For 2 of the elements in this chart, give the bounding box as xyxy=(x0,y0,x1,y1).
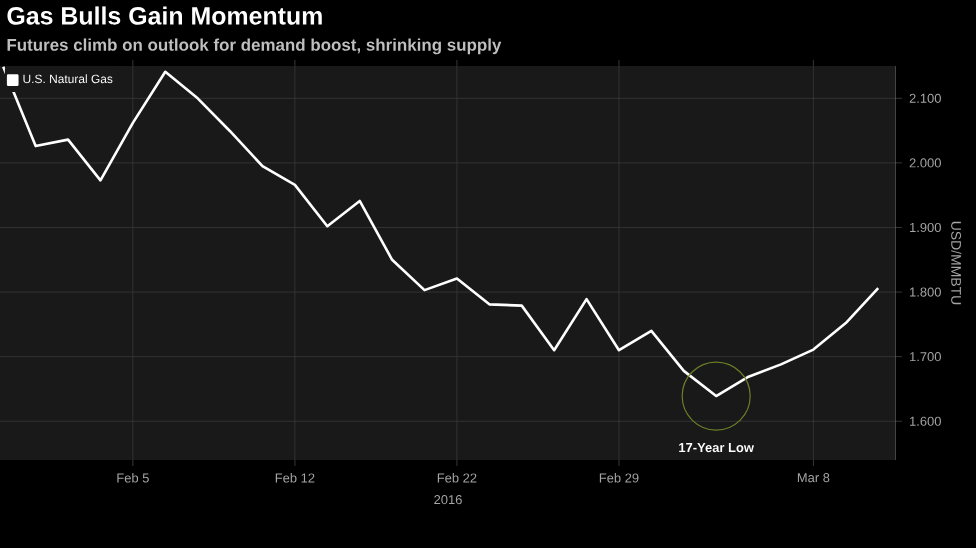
chart-title: Gas Bulls Gain Momentum xyxy=(7,6,322,25)
chart-subtitle: Futures climb on outlook for demand boost, shrinking supply xyxy=(7,38,502,55)
